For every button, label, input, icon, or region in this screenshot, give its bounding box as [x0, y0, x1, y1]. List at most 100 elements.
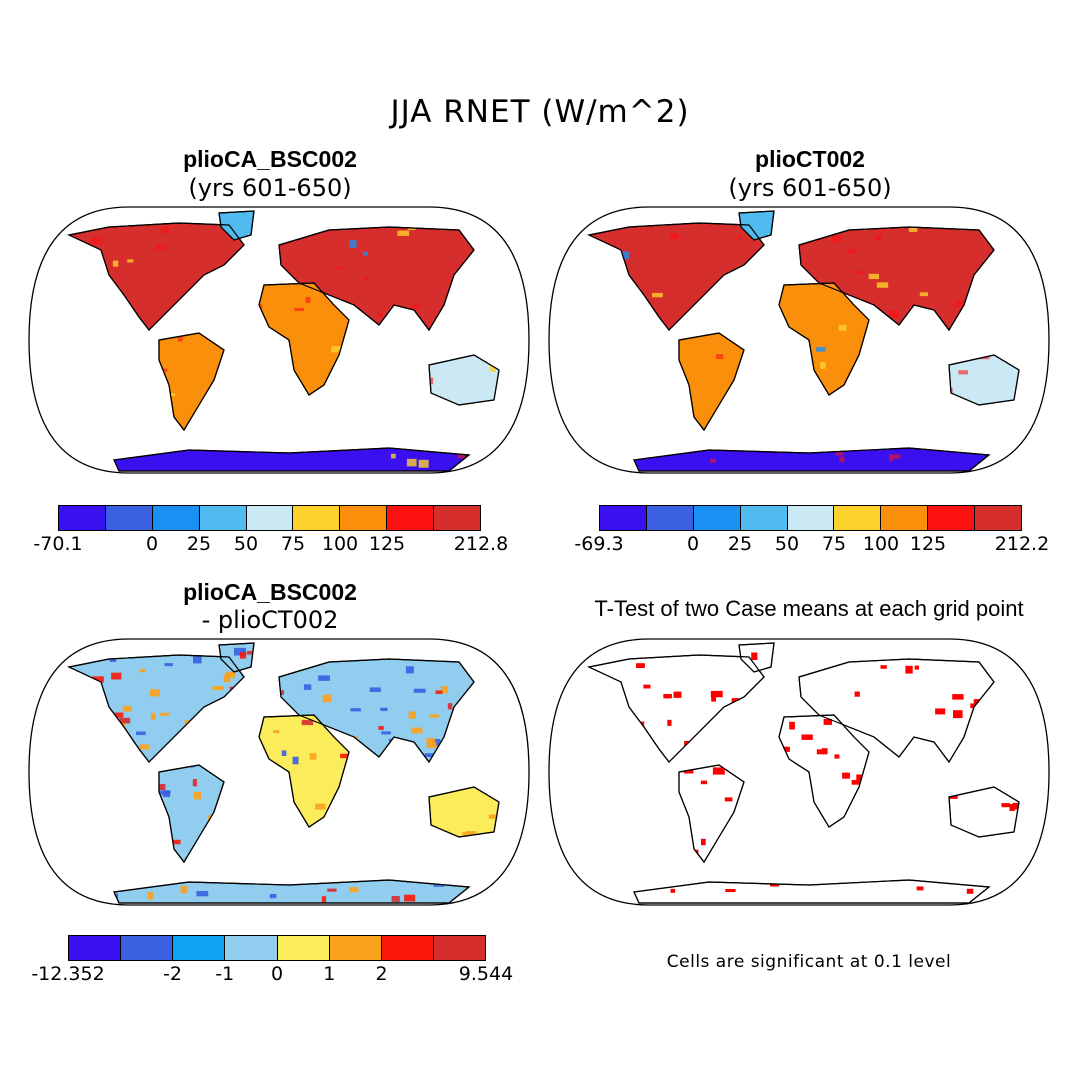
grid-cell — [854, 691, 860, 697]
grid-cell — [670, 888, 676, 893]
grid-cell — [413, 688, 426, 693]
grid-cell — [269, 894, 277, 899]
grid-cell — [482, 896, 493, 903]
grid-cell — [196, 891, 209, 897]
colorbar-swatch — [293, 506, 341, 530]
panel-subtitle-top-left: (yrs 601-650) — [188, 174, 352, 202]
grid-cell — [905, 665, 913, 674]
grid-cell — [838, 325, 847, 331]
colorbar-tick-label: 50 — [233, 533, 259, 555]
grid-cell — [435, 690, 443, 694]
colorbar-swatch — [928, 506, 976, 530]
grid-cell — [751, 652, 758, 660]
grid-cell — [1012, 802, 1019, 810]
colorbar-swatch — [387, 506, 435, 530]
grid-cell — [164, 663, 173, 667]
colorbar-swatch — [600, 506, 647, 530]
grid-cell — [150, 713, 156, 720]
grid-cell — [331, 346, 342, 353]
figure-title: JJA RNET (W/m^2) — [390, 94, 690, 130]
grid-cell — [147, 891, 153, 900]
grid-cell — [512, 435, 519, 439]
grid-cell — [1009, 804, 1015, 811]
grid-cell — [914, 665, 919, 670]
grid-cell — [853, 270, 863, 274]
grid-cell — [168, 393, 175, 397]
grid-cell — [91, 237, 103, 245]
grid-cell — [318, 675, 330, 681]
colorbar-tick-label: 2 — [375, 963, 388, 985]
grid-cell — [823, 719, 832, 725]
grid-cell — [340, 753, 350, 759]
grid-cell — [336, 266, 344, 270]
grid-cell — [1002, 892, 1009, 897]
colorbar-tick-label: 125 — [368, 533, 406, 555]
colorbar-swatch — [434, 506, 481, 530]
grid-cell — [225, 671, 235, 678]
grid-cell — [169, 839, 181, 845]
colorbar-swatch — [381, 936, 434, 960]
grid-cell — [155, 244, 166, 250]
grid-cell — [363, 277, 369, 281]
grid-cell — [246, 650, 255, 655]
grid-cell — [426, 742, 437, 748]
grid-cell — [112, 260, 119, 267]
grid-cell — [578, 217, 587, 220]
colorbar-tick-label: -2 — [163, 963, 182, 985]
grid-cell — [363, 251, 368, 256]
colorbar-tick-label: 1 — [323, 963, 336, 985]
grid-cell — [643, 684, 651, 689]
grid-cell — [327, 888, 337, 892]
grid-cell — [426, 738, 436, 744]
grid-cell — [349, 240, 357, 248]
panel-subtitle-top-right: (yrs 601-650) — [728, 174, 892, 202]
colorbar-swatch — [433, 936, 485, 960]
grid-cell — [281, 750, 287, 756]
grid-cell — [305, 297, 311, 304]
colorbar-swatch — [693, 506, 741, 530]
grid-cell — [440, 686, 449, 694]
map-top-left — [28, 206, 530, 474]
grid-cell — [381, 731, 391, 735]
colorbar-tick-label: -70.1 — [33, 533, 83, 555]
grid-cell — [58, 889, 64, 896]
panel-title-top-left: plioCA_BSC002 — [183, 146, 357, 172]
grid-cell — [193, 656, 202, 664]
grid-cell — [958, 370, 969, 375]
grid-cell — [136, 731, 146, 736]
colorbar-tick-label: 0 — [686, 533, 700, 555]
grid-cell — [816, 347, 826, 352]
colorbar-top-right: -69.3 0 25 50 75 100 125 212.2 — [574, 505, 1049, 555]
grid-cell — [700, 780, 708, 785]
colorbar-swatch — [105, 506, 153, 530]
grid-cell — [404, 894, 416, 902]
grid-cell — [411, 304, 421, 309]
grid-cell — [122, 705, 132, 712]
grid-cell — [489, 364, 496, 372]
grid-cell — [153, 784, 166, 790]
grid-cell — [418, 459, 429, 468]
colorbar-tick-label: 75 — [821, 533, 847, 555]
colorbar-tick-label: 100 — [862, 533, 900, 555]
grid-cell — [874, 234, 882, 241]
grid-cell — [701, 838, 706, 846]
grid-cell — [45, 887, 53, 891]
grid-cell — [397, 230, 410, 236]
grid-cell — [45, 871, 55, 878]
grid-cell — [954, 300, 965, 307]
grid-cell — [408, 711, 416, 719]
grid-cell — [349, 887, 359, 893]
grid-cell — [919, 292, 928, 297]
grid-cell — [292, 756, 299, 765]
colorbar-tick-label: 75 — [280, 533, 306, 555]
grid-cell — [892, 454, 901, 459]
map-frame — [28, 638, 530, 906]
map-bottom-left — [28, 638, 530, 906]
grid-cell — [908, 227, 918, 232]
grid-cell — [321, 896, 327, 903]
grid-cell — [240, 652, 247, 659]
grid-cell — [380, 707, 388, 711]
grid-cell — [831, 235, 842, 243]
grid-cell — [411, 727, 423, 734]
colorbar-top-left: -70.1 0 25 50 75 100 125 212.8 — [33, 505, 508, 555]
